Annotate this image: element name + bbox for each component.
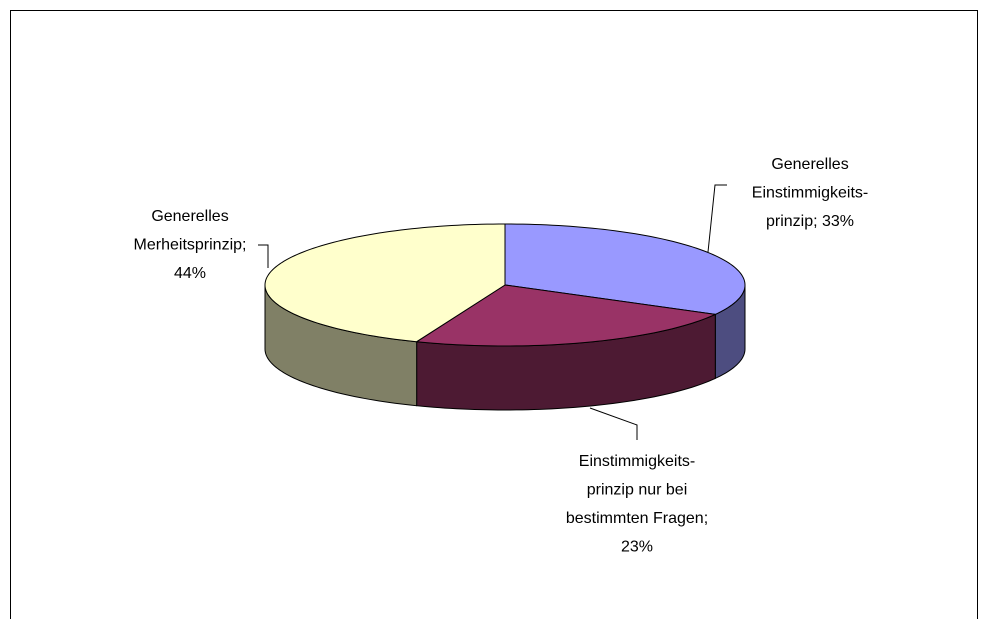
pie-sides <box>264 284 746 411</box>
data-label: Einstimmigkeits- <box>752 185 868 202</box>
data-label: 23% <box>621 539 653 556</box>
pie-slice <box>264 223 506 343</box>
data-label: Merheitsprinzip; <box>134 237 247 254</box>
leader-line <box>707 184 727 253</box>
leader-line <box>258 244 269 268</box>
chart-border <box>10 10 978 619</box>
pie-slice <box>415 284 718 347</box>
data-label: prinzip; 33% <box>766 213 854 230</box>
data-label: Generelles <box>771 156 848 173</box>
pie-tops <box>264 223 746 347</box>
data-label: Generelles <box>151 208 228 225</box>
leader-line <box>589 407 638 440</box>
data-label: Einstimmigkeits- <box>579 453 695 470</box>
data-labels: Generelles Einstimmigkeits-prinzip; 33% Ei… <box>134 156 869 556</box>
data-label: bestimmten Fragen; <box>566 510 708 527</box>
data-label: 44% <box>174 265 206 282</box>
data-label: prinzip nur bei <box>587 482 688 499</box>
pie-slice <box>504 223 746 315</box>
